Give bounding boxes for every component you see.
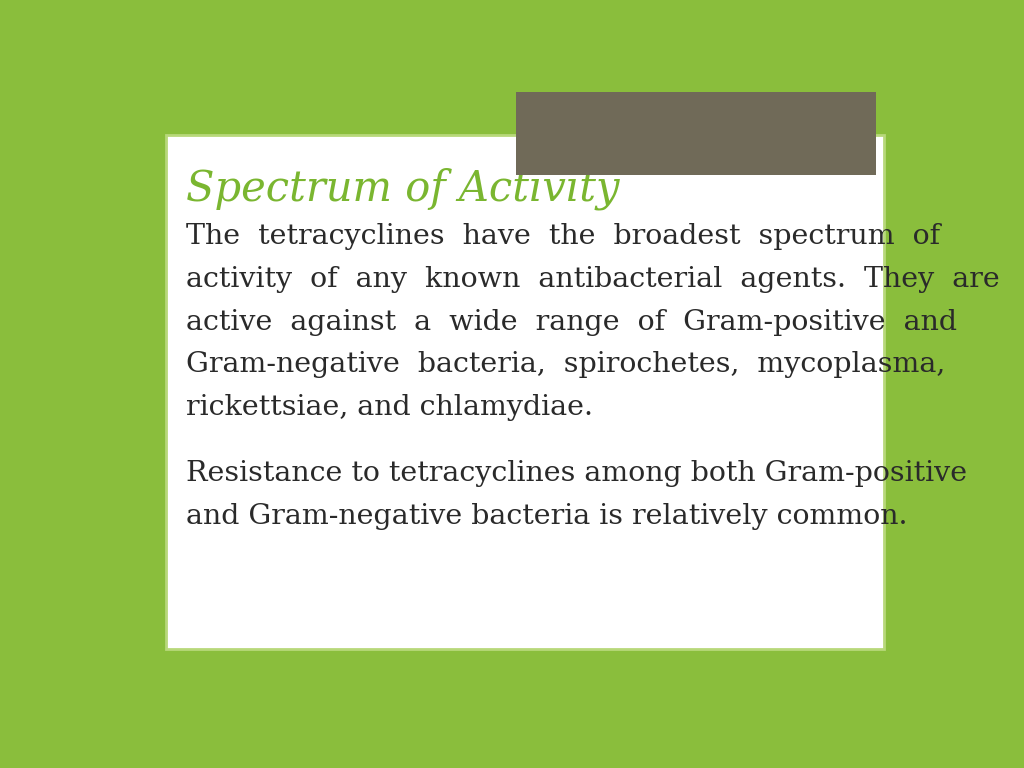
Text: rickettsiae, and chlamydiae.: rickettsiae, and chlamydiae. [186,394,593,421]
Text: and Gram-negative bacteria is relatively common.: and Gram-negative bacteria is relatively… [186,502,907,530]
Text: active  against  a  wide  range  of  Gram-positive  and: active against a wide range of Gram-posi… [186,309,957,336]
FancyBboxPatch shape [166,134,884,649]
Bar [515,92,876,175]
Text: activity  of  any  known  antibacterial  agents.  They  are: activity of any known antibacterial agen… [186,266,999,293]
Text: Spectrum of Activity: Spectrum of Activity [186,167,620,210]
Text: Resistance to tetracyclines among both Gram-positive: Resistance to tetracyclines among both G… [186,460,967,487]
Text: Gram-negative  bacteria,  spirochetes,  mycoplasma,: Gram-negative bacteria, spirochetes, myc… [186,351,945,378]
Text: The  tetracyclines  have  the  broadest  spectrum  of: The tetracyclines have the broadest spec… [186,223,940,250]
